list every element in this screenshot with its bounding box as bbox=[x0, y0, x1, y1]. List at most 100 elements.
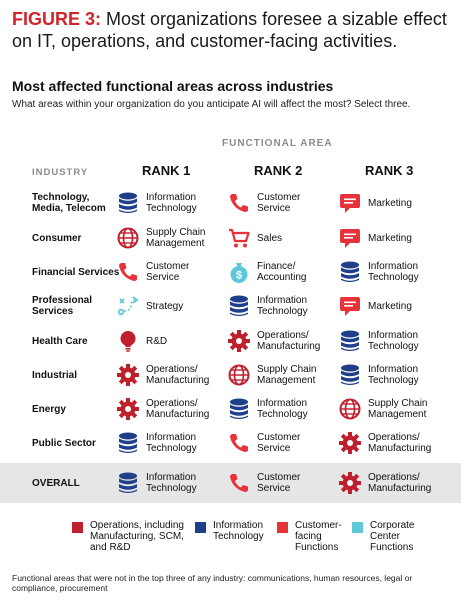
gear-icon bbox=[116, 363, 140, 387]
functional-area-label: Information Technology bbox=[368, 261, 419, 283]
industry-row: Industrial Operations/ Manufacturing Suppl… bbox=[0, 358, 461, 392]
rank-1-cell: R&D bbox=[116, 324, 226, 358]
database-icon bbox=[338, 363, 362, 387]
rank-2-cell: Supply Chain Management bbox=[227, 358, 337, 392]
functional-area-label: Operations/ Manufacturing bbox=[257, 330, 321, 352]
figure-title-text: Most organizations foresee a sizable eff… bbox=[12, 9, 447, 51]
phone-icon bbox=[227, 471, 251, 495]
industry-name: Industrial bbox=[32, 369, 78, 381]
chat-bubble-icon bbox=[338, 226, 362, 250]
money-bag-icon: $ bbox=[227, 260, 251, 284]
legend-label: Information Technology bbox=[213, 520, 264, 542]
rank-2-cell: Operations/ Manufacturing bbox=[227, 324, 337, 358]
industry-name: OVERALL bbox=[32, 477, 80, 489]
legend-item: Information Technology bbox=[195, 520, 275, 560]
legend-item: Operations, including Manufacturing, SCM… bbox=[72, 520, 192, 560]
rank-1-cell: Customer Service bbox=[116, 255, 226, 289]
legend-item: Customer- facing Functions bbox=[277, 520, 357, 560]
rank-1-header: RANK 1 bbox=[142, 163, 191, 178]
functional-area-label: FUNCTIONAL AREA bbox=[222, 138, 333, 149]
industry-row: Technology, Media, Telecom Information Te… bbox=[0, 186, 461, 220]
rank-2-cell: $ Finance/ Accounting bbox=[227, 255, 337, 289]
database-icon bbox=[227, 397, 251, 421]
legend-label: Corporate Center Functions bbox=[370, 520, 415, 553]
rank-3-cell: Supply Chain Management bbox=[338, 392, 448, 426]
rank-2-cell: Sales bbox=[227, 221, 337, 255]
rank-2-header: RANK 2 bbox=[254, 163, 303, 178]
gear-icon bbox=[338, 471, 362, 495]
section-title: Most affected functional areas across in… bbox=[12, 78, 334, 94]
database-icon bbox=[116, 431, 140, 455]
phone-icon bbox=[227, 431, 251, 455]
functional-area-label: Strategy bbox=[146, 300, 184, 312]
lightbulb-icon bbox=[116, 329, 140, 353]
legend-swatch bbox=[352, 522, 363, 533]
phone-icon bbox=[227, 191, 251, 215]
functional-area-label: Customer Service bbox=[257, 472, 301, 494]
chat-bubble-icon bbox=[338, 191, 362, 215]
functional-area-label: Customer Service bbox=[257, 192, 301, 214]
overall-row: OVERALL Information Technology Customer Se… bbox=[0, 463, 461, 503]
functional-area-label: Supply Chain Management bbox=[257, 364, 317, 386]
rank-3-cell: Marketing bbox=[338, 289, 448, 323]
rank-1-cell: Information Technology bbox=[116, 426, 226, 460]
cart-icon bbox=[227, 226, 251, 250]
functional-area-label: R&D bbox=[146, 335, 168, 347]
functional-area-label: Operations/ Manufacturing bbox=[146, 364, 210, 386]
functional-area-label: Information Technology bbox=[146, 472, 197, 494]
rank-2-cell: Customer Service bbox=[227, 466, 337, 500]
database-icon bbox=[116, 191, 140, 215]
strategy-icon bbox=[116, 294, 140, 318]
rank-1-cell: Information Technology bbox=[116, 186, 226, 220]
functional-area-label: Customer Service bbox=[257, 432, 301, 454]
functional-area-label: Information Technology bbox=[146, 432, 197, 454]
globe-icon bbox=[338, 397, 362, 421]
rank-1-cell: Information Technology bbox=[116, 466, 226, 500]
rank-3-cell: Information Technology bbox=[338, 324, 448, 358]
functional-area-label: Information Technology bbox=[257, 398, 308, 420]
functional-area-label: Operations/ Manufacturing bbox=[368, 472, 432, 494]
footnote: Functional areas that were not in the to… bbox=[12, 573, 413, 593]
rank-1-cell: Operations/ Manufacturing bbox=[116, 358, 226, 392]
rank-2-cell: Information Technology bbox=[227, 289, 337, 323]
functional-area-label: Sales bbox=[257, 232, 283, 244]
functional-area-label: Information Technology bbox=[368, 330, 419, 352]
globe-icon bbox=[116, 226, 140, 250]
rank-3-header: RANK 3 bbox=[365, 163, 414, 178]
functional-area-label: Supply Chain Management bbox=[368, 398, 428, 420]
rank-3-cell: Operations/ Manufacturing bbox=[338, 466, 448, 500]
industry-name: Financial Services bbox=[32, 266, 120, 278]
survey-question: What areas within your organization do y… bbox=[12, 99, 411, 110]
industry-column-header: INDUSTRY bbox=[32, 167, 89, 178]
rank-3-cell: Information Technology bbox=[338, 358, 448, 392]
gear-icon bbox=[116, 397, 140, 421]
database-icon bbox=[227, 294, 251, 318]
svg-text:$: $ bbox=[236, 270, 242, 282]
rank-1-cell: Strategy bbox=[116, 289, 226, 323]
figure-number: FIGURE 3: bbox=[12, 9, 102, 29]
industry-row: Financial Services Customer Service $ Finan… bbox=[0, 255, 461, 289]
functional-area-label: Information Technology bbox=[146, 192, 197, 214]
legend-swatch bbox=[72, 522, 83, 533]
functional-area-label: Finance/ Accounting bbox=[257, 261, 307, 283]
industry-row: Health Care R&D Operations/ Manufacturing I… bbox=[0, 324, 461, 358]
industry-name: Consumer bbox=[32, 232, 82, 244]
chat-bubble-icon bbox=[338, 294, 362, 318]
legend-item: Corporate Center Functions bbox=[352, 520, 432, 560]
industry-name: Professional Services bbox=[32, 295, 93, 317]
functional-area-label: Operations/ Manufacturing bbox=[146, 398, 210, 420]
rank-3-cell: Marketing bbox=[338, 186, 448, 220]
database-icon bbox=[338, 329, 362, 353]
industry-name: Energy bbox=[32, 403, 66, 415]
database-icon bbox=[338, 260, 362, 284]
functional-area-label: Operations/ Manufacturing bbox=[368, 432, 432, 454]
industry-row: Public Sector Information Technology Custo… bbox=[0, 426, 461, 460]
rank-2-cell: Customer Service bbox=[227, 186, 337, 220]
rank-2-cell: Customer Service bbox=[227, 426, 337, 460]
functional-area-label: Marketing bbox=[368, 197, 412, 209]
legend-swatch bbox=[195, 522, 206, 533]
phone-icon bbox=[116, 260, 140, 284]
industry-row: Consumer Supply Chain Management Sales Mark… bbox=[0, 221, 461, 255]
rank-2-cell: Information Technology bbox=[227, 392, 337, 426]
figure-title: FIGURE 3: Most organizations foresee a s… bbox=[12, 8, 452, 52]
